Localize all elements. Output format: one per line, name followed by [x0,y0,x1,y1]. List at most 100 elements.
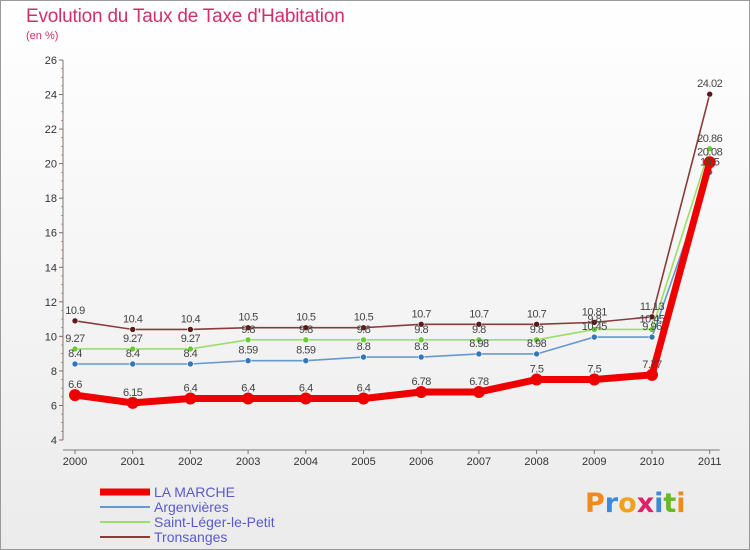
data-point [530,373,543,386]
data-point [646,368,658,381]
x-tick-label: 2011 [698,456,722,468]
data-point [129,345,136,353]
y-tick-label: 16 [45,228,57,240]
data-label: 10.5 [296,312,316,324]
y-tick-label: 20 [45,159,57,171]
data-point [302,357,310,365]
y-tick-label: 12 [45,297,57,309]
data-label: 10.5 [238,312,258,324]
data-label: 10.7 [527,308,547,320]
axes: 4 6 8 10 12 14 16 18 20 22 24 26 2000 2001 2002 2003 200… [45,55,722,468]
data-point [302,324,310,332]
data-point [703,156,716,169]
data-label: 8.4 [126,348,140,360]
data-point [69,389,81,402]
data-label: 8.8 [414,341,428,353]
data-point [417,336,425,344]
series-line-2 [75,172,711,365]
data-point [360,353,367,361]
x-tick-label: 2002 [178,456,202,468]
data-label: 20.08 [697,146,722,158]
data-point [71,360,79,368]
data-point [244,336,252,344]
data-label: 8.4 [68,348,82,360]
data-label: 7.77 [642,359,662,371]
data-point [187,345,194,353]
data-point [360,324,367,332]
data-label: 24.02 [697,78,722,90]
legend-label: Saint-Léger-le-Petit [154,514,275,530]
series-lines [69,90,716,409]
data-label: 9.27 [65,333,85,345]
data-point [187,326,194,333]
data-label: 10.5 [354,312,374,324]
data-point [533,320,540,328]
data-label: 9.96 [642,321,662,333]
data-point [706,145,714,153]
data-point [357,392,370,405]
data-label: 9.27 [123,333,143,345]
data-point [475,320,483,328]
data-label: 6.78 [469,376,489,388]
data-label: 9.8 [241,324,255,336]
data-point [417,353,425,361]
series-line-0 [74,93,711,331]
data-label: 6.4 [357,383,371,395]
data-point [299,392,312,405]
data-point [590,333,598,341]
data-label: 8.59 [238,345,258,357]
y-tick-label: 10 [45,331,57,343]
series-line-1 [75,148,711,350]
data-point [302,336,310,344]
data-label: 10.81 [582,306,607,318]
data-label: 6.4 [241,383,255,395]
data-point [244,324,252,332]
data-label: 6.6 [68,379,82,391]
y-tick-label: 8 [51,366,57,378]
x-tick-label: 2009 [582,456,606,468]
x-tick-label: 2001 [120,456,144,468]
data-label: 10.7 [411,308,431,320]
y-tick-label: 18 [45,193,57,205]
unit-label: (en %) [26,30,59,42]
data-point [417,320,425,328]
data-point [475,350,483,358]
data-label: 6.4 [184,383,198,395]
data-label: 10.45 [582,321,607,333]
data-label: 9.8 [414,324,428,336]
data-point [648,313,656,321]
legend-label: LA MARCHE [154,484,235,500]
x-tick-label: 2008 [524,456,548,468]
legend-label: Tronsanges [154,529,227,545]
data-point [533,336,540,344]
data-label: 8.8 [357,341,371,353]
data-label: 6.4 [299,383,313,395]
data-point [706,90,714,98]
x-tick-label: 2000 [63,456,87,468]
data-labels: 10.9 10.4 10.4 10.5 10.5 10.5 10.7 10.7 10.7 10.8… [65,78,723,399]
data-point [472,385,485,398]
data-label: 10.45 [639,313,664,325]
y-tick-label: 24 [45,90,57,102]
data-label: 8.98 [527,338,547,350]
data-point [187,360,194,368]
data-label: 9.8 [299,324,313,336]
y-tick-label: 6 [51,400,57,412]
x-tick-label: 2010 [640,456,664,468]
data-label: 9.8 [587,313,601,325]
y-tick-label: 14 [45,262,57,274]
data-label: 11.13 [640,301,665,313]
proxiti-logo: Proxiti [585,488,686,519]
data-label: 9.27 [181,333,201,345]
data-label: 8.98 [469,338,489,350]
data-point [475,336,483,344]
data-label: 10.4 [123,313,143,325]
data-point [244,357,252,365]
data-label: 8.59 [296,345,316,357]
data-point [126,396,139,409]
data-label: 9.8 [357,324,371,336]
data-point [129,326,136,333]
data-point [590,319,598,326]
